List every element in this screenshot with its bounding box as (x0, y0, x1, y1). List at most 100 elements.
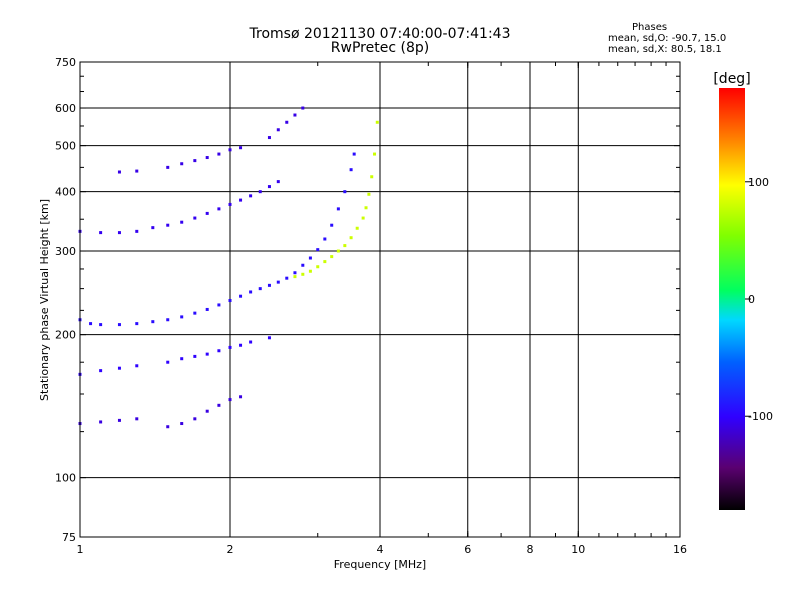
colorbar-tick-label: 100 (748, 176, 769, 189)
echo-point (330, 223, 334, 227)
echo-point (180, 315, 184, 319)
echo-point (301, 272, 305, 276)
echo-point (267, 136, 271, 140)
echo-point (166, 165, 170, 169)
x-tick-label: 8 (527, 543, 534, 556)
echo-point (323, 237, 327, 241)
echo-point (99, 369, 103, 373)
colorbar (719, 88, 745, 510)
echo-point (217, 303, 221, 307)
echo-point (285, 276, 289, 280)
x-tick-label: 1 (77, 543, 84, 556)
echo-point (193, 311, 197, 315)
echo-point (361, 216, 365, 220)
x-tick-label: 4 (377, 543, 384, 556)
echo-point (166, 425, 170, 429)
echo-point (217, 349, 221, 353)
echo-point (117, 418, 121, 422)
echo-point (217, 152, 221, 156)
chart-title: Tromsø 20121130 07:40:00-07:41:43 (249, 26, 511, 42)
echo-point (276, 128, 280, 132)
echo-point (166, 223, 170, 227)
echo-point (99, 420, 103, 424)
echo-point (336, 207, 340, 211)
echo-point (336, 249, 340, 253)
echo-point (316, 265, 320, 269)
echo-point (239, 146, 243, 150)
echo-point (276, 180, 280, 184)
echo-point (135, 364, 139, 368)
echo-point (249, 340, 253, 344)
echo-point (117, 323, 121, 327)
echo-point (373, 152, 377, 156)
echo-point (239, 198, 243, 202)
colorbar-label: [deg] (713, 71, 750, 87)
echo-point (135, 417, 139, 421)
echo-point (249, 290, 253, 294)
echo-point (151, 226, 155, 230)
echo-point (228, 202, 232, 206)
echo-point (180, 220, 184, 224)
x-tick-label: 10 (571, 543, 585, 556)
phase-stats-o-mode: mean, sd,O: -90.7, 15.0 (608, 33, 727, 44)
echo-point (367, 192, 371, 196)
echo-point (330, 255, 334, 259)
echo-point (239, 294, 243, 298)
echo-point (99, 231, 103, 235)
echo-point (193, 216, 197, 220)
echo-point (258, 287, 262, 291)
echo-point (193, 417, 197, 421)
echo-point (135, 322, 139, 326)
echo-point (180, 357, 184, 361)
echo-point (355, 226, 359, 230)
echo-point (205, 156, 209, 160)
echo-point (228, 345, 232, 349)
echo-point (228, 398, 232, 402)
echo-point (343, 190, 347, 194)
echo-point (352, 152, 356, 156)
echo-point (205, 307, 209, 311)
y-tick-label: 500 (55, 140, 76, 153)
echo-point (239, 343, 243, 347)
echo-point (166, 318, 170, 322)
x-tick-label: 6 (464, 543, 471, 556)
echo-point (193, 159, 197, 163)
echo-point (193, 354, 197, 358)
echo-point (205, 211, 209, 215)
echo-point (166, 360, 170, 364)
echo-point (349, 236, 353, 240)
echo-point (117, 170, 121, 174)
y-tick-label: 750 (55, 56, 76, 69)
echo-point (249, 194, 253, 198)
y-tick-label: 600 (55, 102, 76, 115)
echo-point (180, 422, 184, 426)
x-axis-label: Frequency [MHz] (334, 558, 426, 571)
y-tick-label: 400 (55, 186, 76, 199)
phase-stats-x-mode: mean, sd,X: 80.5, 18.1 (608, 44, 722, 55)
echo-point (117, 366, 121, 370)
echo-point (375, 120, 379, 124)
echo-point (308, 269, 312, 273)
chart-subtitle: RwPretec (8p) (330, 40, 430, 56)
echo-point (89, 322, 93, 326)
y-axis-label: Stationary phase Virtual Height [km] (38, 199, 51, 401)
echo-point (267, 185, 271, 189)
echo-point (323, 260, 327, 264)
echo-point (117, 231, 121, 235)
echo-point (349, 168, 353, 172)
echo-point (135, 229, 139, 233)
echo-point (293, 113, 297, 117)
echo-point (228, 299, 232, 303)
echo-point (293, 271, 297, 275)
echo-point (316, 248, 320, 252)
echo-point (343, 244, 347, 248)
y-tick-label: 300 (55, 245, 76, 258)
echo-point (267, 283, 271, 287)
y-tick-label: 75 (62, 531, 76, 544)
echo-point (293, 275, 297, 279)
echo-point (135, 169, 139, 173)
echo-point (205, 352, 209, 356)
echo-point (364, 206, 368, 210)
echo-point (370, 175, 374, 179)
